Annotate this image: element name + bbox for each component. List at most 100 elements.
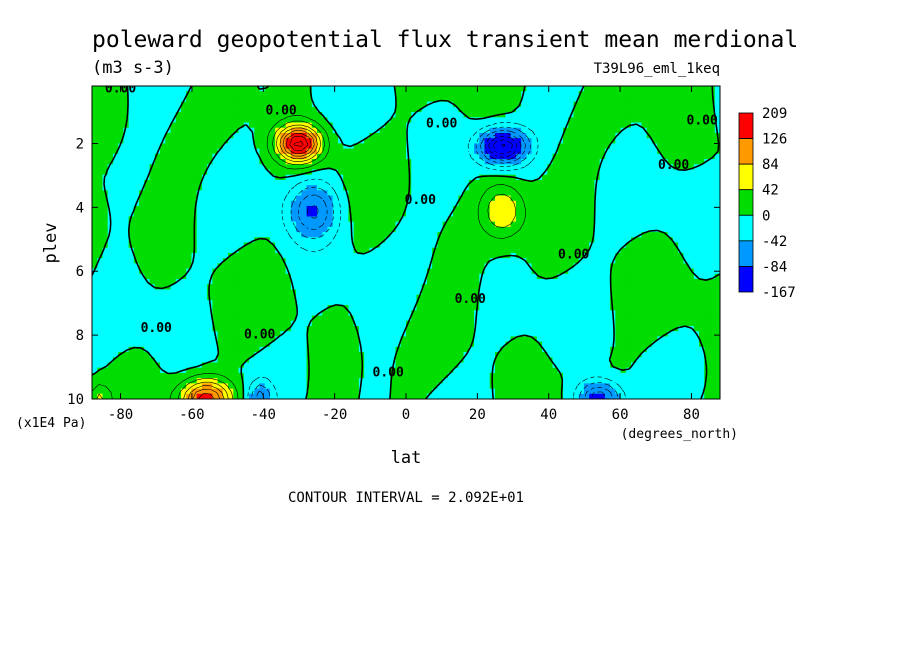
- contour-cell: [374, 211, 381, 218]
- contour-cell: [489, 101, 496, 108]
- contour-cell: [264, 132, 271, 139]
- contour-cell: [400, 388, 407, 395]
- contour-cell: [379, 174, 386, 181]
- contour-cell: [280, 362, 287, 369]
- contour-cell: [494, 226, 501, 233]
- contour-cell: [238, 383, 245, 390]
- contour-cell: [411, 247, 418, 254]
- contour-cell: [479, 383, 486, 390]
- contour-cell: [165, 164, 172, 171]
- contour-cell: [92, 310, 98, 317]
- contour-cell: [196, 200, 203, 207]
- contour-cell: [489, 205, 496, 212]
- contour-cell: [217, 122, 224, 129]
- contour-cell: [500, 357, 507, 364]
- contour-cell: [290, 279, 297, 285]
- contour-cell: [228, 237, 234, 244]
- contour-cell: [364, 310, 370, 317]
- contour-cell: [128, 341, 135, 348]
- contour-cell: [186, 279, 193, 285]
- contour-cell: [311, 341, 318, 348]
- contour-cell: [463, 325, 470, 332]
- contour-cell: [254, 341, 261, 348]
- contour-cell: [180, 289, 187, 296]
- contour-cell: [133, 362, 140, 369]
- contour-cell: [128, 279, 135, 285]
- contour-cell: [201, 101, 208, 108]
- contour-cell: [369, 106, 376, 113]
- contour-cell: [222, 284, 229, 291]
- contour-cell: [322, 252, 329, 259]
- contour-cell: [306, 247, 313, 254]
- contour-cell: [332, 346, 339, 353]
- contour-cell: [494, 346, 501, 353]
- contour-cell: [285, 341, 292, 348]
- contour-cell: [160, 153, 166, 160]
- contour-cell: [154, 237, 161, 244]
- contour-cell: [243, 320, 250, 327]
- contour-cell: [374, 367, 381, 374]
- contour-cell: [505, 200, 512, 207]
- contour-cell: [369, 205, 376, 212]
- contour-cell: [212, 310, 219, 317]
- contour-cell: [238, 106, 245, 113]
- contour-cell: [254, 91, 261, 98]
- contour-cell: [264, 112, 271, 118]
- contour-cell: [170, 148, 177, 155]
- contour-cell: [128, 122, 135, 129]
- contour-cell: [301, 258, 308, 264]
- contour-cell: [343, 393, 350, 399]
- contour-cell: [238, 143, 245, 150]
- contour-cell: [107, 299, 114, 306]
- contour-cell: [207, 378, 213, 384]
- contour-cell: [332, 263, 339, 270]
- contour-cell: [118, 284, 124, 291]
- contour-cell: [191, 268, 198, 275]
- contour-cell: [343, 205, 350, 212]
- contour-cell: [201, 383, 208, 390]
- contour-cell: [416, 383, 423, 390]
- contour-cell: [280, 341, 287, 348]
- contour-cell: [379, 388, 386, 395]
- contour-cell: [400, 190, 407, 197]
- contour-cell: [123, 331, 130, 337]
- contour-cell: [254, 252, 261, 259]
- contour-cell: [212, 268, 219, 275]
- contour-cell: [123, 252, 130, 259]
- contour-cell: [128, 362, 135, 369]
- contour-cell: [254, 216, 261, 223]
- contour-cell: [97, 346, 104, 353]
- contour-cell: [447, 357, 454, 364]
- contour-cell: [186, 237, 193, 244]
- contour-cell: [479, 200, 486, 207]
- contour-cell: [144, 336, 151, 343]
- contour-cell: [180, 279, 187, 285]
- contour-cell: [102, 138, 109, 144]
- contour-cell: [515, 289, 522, 296]
- contour-cell: [92, 226, 98, 233]
- contour-cell: [395, 86, 402, 92]
- contour-cell: [217, 117, 224, 124]
- contour-cell: [107, 268, 114, 275]
- contour-cell: [275, 336, 281, 343]
- contour-cell: [437, 336, 444, 343]
- contour-cell: [175, 367, 182, 374]
- contour-cell: [301, 320, 308, 327]
- contour-cell: [343, 357, 350, 364]
- contour-cell: [364, 320, 370, 327]
- contour-cell: [479, 101, 486, 108]
- contour-cell: [364, 252, 370, 259]
- contour-cell: [484, 232, 491, 238]
- contour-cell: [500, 279, 507, 285]
- contour-cell: [212, 325, 219, 332]
- contour-cell: [515, 357, 522, 364]
- contour-cell: [139, 200, 145, 207]
- contour-cell: [521, 315, 527, 322]
- contour-cell: [337, 221, 344, 228]
- contour-cell: [222, 320, 229, 327]
- contour-cell: [118, 252, 124, 259]
- contour-cell: [249, 357, 255, 364]
- contour-cell: [463, 279, 470, 285]
- contour-cell: [337, 242, 344, 249]
- contour-cell: [416, 258, 423, 264]
